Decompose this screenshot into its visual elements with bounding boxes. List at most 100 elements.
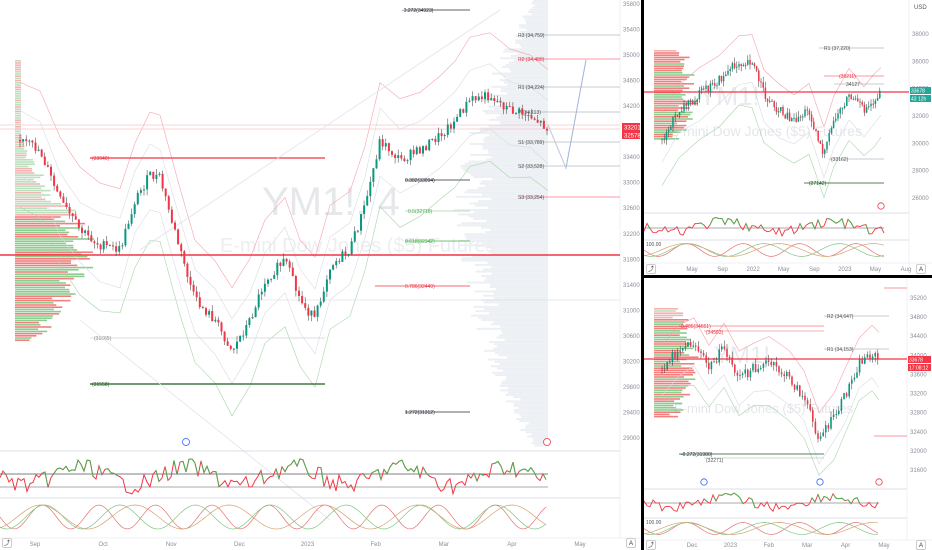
top-right-candle[interactable] xyxy=(795,117,797,122)
left-candle[interactable] xyxy=(170,209,173,223)
top-right-candle[interactable] xyxy=(813,121,815,129)
top-right-candle[interactable] xyxy=(777,111,780,113)
left-candle[interactable] xyxy=(319,301,322,306)
top-right-candle[interactable] xyxy=(837,113,839,119)
top-right-candle[interactable] xyxy=(714,83,716,86)
left-candle[interactable] xyxy=(431,138,434,140)
left-candle[interactable] xyxy=(53,175,56,186)
left-candle[interactable] xyxy=(409,149,412,161)
top-right-candle[interactable] xyxy=(696,99,698,103)
left-candle[interactable] xyxy=(124,228,127,246)
left-candle[interactable] xyxy=(521,108,524,115)
top-right-candle[interactable] xyxy=(676,115,679,117)
top-right-candle[interactable] xyxy=(788,112,791,122)
bottom-right-candle[interactable] xyxy=(676,351,679,358)
left-candle[interactable] xyxy=(403,158,406,162)
left-candle[interactable] xyxy=(279,262,282,266)
left-candle[interactable] xyxy=(471,96,474,101)
bottom-right-candle[interactable] xyxy=(762,363,765,368)
bottom-right-candle[interactable] xyxy=(767,360,770,363)
left-candle[interactable] xyxy=(415,147,418,155)
top-right-candle[interactable] xyxy=(758,70,760,82)
top-right-candle[interactable] xyxy=(692,101,694,105)
left-candle[interactable] xyxy=(31,140,34,143)
bottom-right-candle[interactable] xyxy=(835,414,837,416)
left-candle[interactable] xyxy=(220,322,223,332)
time-axis-label[interactable]: Sep xyxy=(717,267,728,273)
bottom-right-candle[interactable] xyxy=(710,361,713,370)
left-candle[interactable] xyxy=(298,290,300,297)
left-candle[interactable] xyxy=(480,96,483,100)
bottom-right-candle[interactable] xyxy=(747,369,749,378)
time-axis-label[interactable]: 2022 xyxy=(746,267,760,273)
left-candle[interactable] xyxy=(236,341,238,349)
left-candle[interactable] xyxy=(192,284,195,292)
left-candle[interactable] xyxy=(127,223,130,229)
left-candle[interactable] xyxy=(347,254,350,256)
left-candle[interactable] xyxy=(291,267,294,277)
top-right-candle[interactable] xyxy=(832,120,835,129)
time-axis-label[interactable]: Aug xyxy=(901,267,912,273)
top-right-candle[interactable] xyxy=(804,109,806,117)
left-candle[interactable] xyxy=(28,140,31,142)
top-right-candle[interactable] xyxy=(828,133,830,142)
top-right-candle[interactable] xyxy=(843,106,846,108)
top-right-candle[interactable] xyxy=(879,90,881,99)
left-candle[interactable] xyxy=(93,241,96,244)
left-candle[interactable] xyxy=(136,192,139,205)
top-right-candle[interactable] xyxy=(709,83,712,93)
bottom-right-candle[interactable] xyxy=(734,364,736,373)
left-candle[interactable] xyxy=(316,305,319,317)
left-candle[interactable] xyxy=(366,196,369,206)
top-right-candle[interactable] xyxy=(700,88,703,91)
top-right-candle[interactable] xyxy=(755,66,758,71)
left-candle[interactable] xyxy=(43,156,46,166)
left-candle[interactable] xyxy=(400,155,403,159)
left-candle[interactable] xyxy=(87,230,90,236)
top-right-candle[interactable] xyxy=(819,140,822,144)
top-right-candle[interactable] xyxy=(786,112,789,119)
time-axis-label[interactable]: 2023 xyxy=(838,267,852,273)
top-right-chart-pane[interactable]: USD YM1! E-mini Dow Jones ($5) Futures R… xyxy=(644,0,932,275)
left-candle[interactable] xyxy=(505,106,508,110)
bottom-right-candle[interactable] xyxy=(845,393,848,397)
bottom-right-event-marker[interactable] xyxy=(700,478,708,486)
left-candle[interactable] xyxy=(406,160,409,162)
time-axis-label[interactable]: Apr xyxy=(841,543,850,549)
bottom-right-candle[interactable] xyxy=(804,395,806,401)
top-right-candlesticks[interactable] xyxy=(661,54,881,159)
bottom-right-candle[interactable] xyxy=(877,353,879,360)
time-axis-label[interactable]: Sep xyxy=(809,267,820,273)
top-right-candle[interactable] xyxy=(857,98,859,102)
left-candle[interactable] xyxy=(149,171,152,176)
top-right-candle[interactable] xyxy=(784,114,786,119)
left-candle[interactable] xyxy=(59,191,62,197)
top-right-candle[interactable] xyxy=(729,68,731,71)
bottom-right-candle[interactable] xyxy=(778,366,780,373)
top-right-candle[interactable] xyxy=(815,128,817,131)
left-candle[interactable] xyxy=(105,241,108,246)
left-candle[interactable] xyxy=(344,251,347,255)
left-candle[interactable] xyxy=(263,283,266,292)
time-axis-label[interactable]: Feb xyxy=(764,543,775,549)
bottom-right-candle[interactable] xyxy=(786,372,788,377)
top-right-candle[interactable] xyxy=(872,103,874,105)
time-axis-label[interactable]: Oct xyxy=(98,542,108,548)
left-candle[interactable] xyxy=(267,279,269,284)
left-candle[interactable] xyxy=(356,230,359,232)
top-right-candle[interactable] xyxy=(718,75,720,86)
top-right-candle[interactable] xyxy=(753,63,756,67)
top-right-chart-canvas[interactable]: USD YM1! E-mini Dow Jones ($5) Futures R… xyxy=(644,0,932,275)
left-candle[interactable] xyxy=(536,119,539,123)
left-candle[interactable] xyxy=(387,143,390,152)
top-right-candle[interactable] xyxy=(870,103,872,107)
bottom-right-candle[interactable] xyxy=(760,367,762,369)
bottom-right-candle[interactable] xyxy=(864,357,866,364)
left-candle[interactable] xyxy=(232,348,235,350)
top-right-candle[interactable] xyxy=(771,100,773,102)
left-candle[interactable] xyxy=(338,261,341,263)
left-candle[interactable] xyxy=(446,124,449,135)
left-candle[interactable] xyxy=(214,319,217,322)
top-right-candle[interactable] xyxy=(760,81,762,83)
top-right-candle[interactable] xyxy=(749,59,751,65)
